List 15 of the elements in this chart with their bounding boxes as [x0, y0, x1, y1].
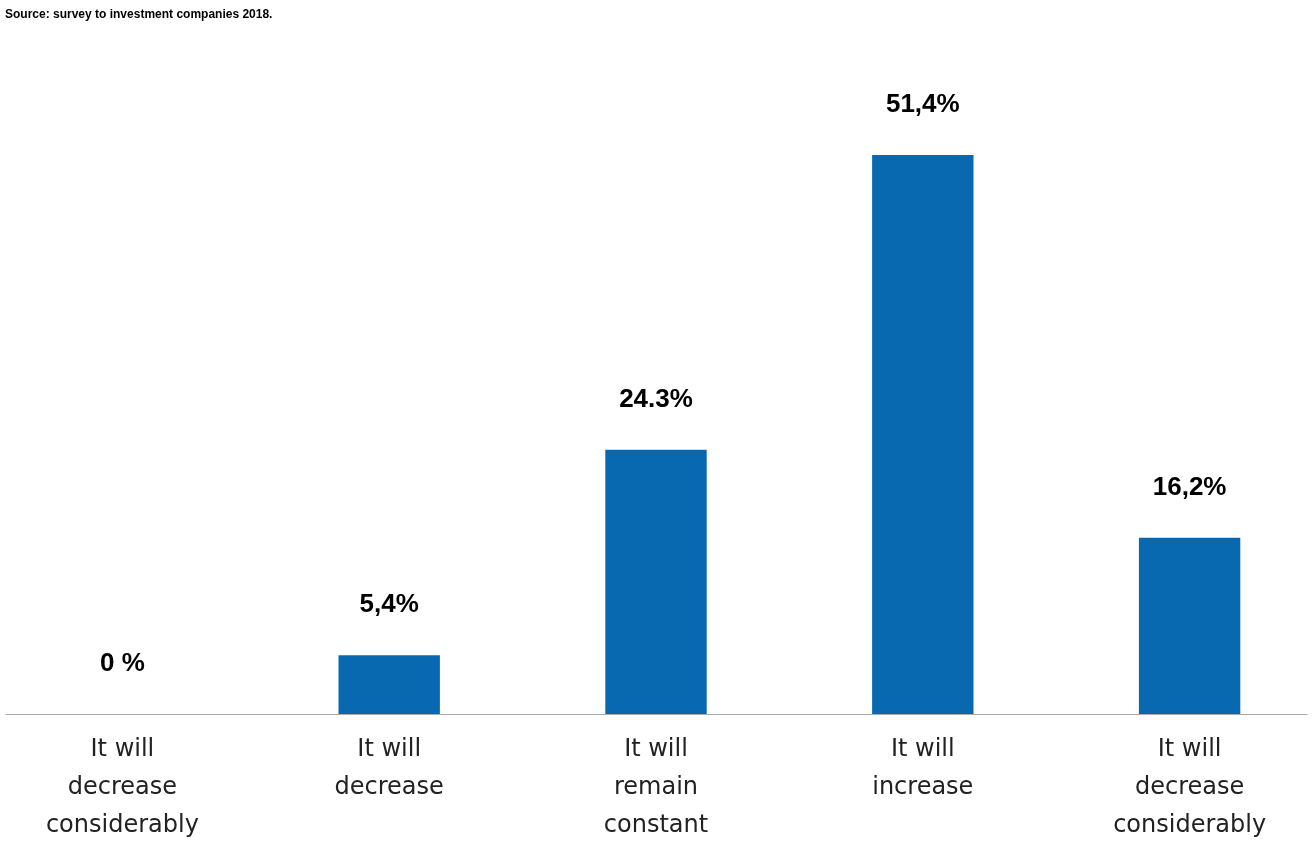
x-tick-label: It will decrease considerably	[1113, 733, 1267, 838]
data-label: 51,4%	[885, 88, 960, 118]
source-note: Source: survey to investment companies 2018.	[5, 7, 273, 21]
x-tick-label: It will decrease considerably	[45, 733, 199, 838]
bar	[1138, 537, 1241, 714]
data-label: 16,2%	[1152, 470, 1227, 501]
bar	[605, 449, 707, 714]
x-tick-label: It will remain constant	[603, 733, 709, 838]
bar	[872, 155, 974, 714]
bar	[338, 655, 440, 714]
data-label: 24.3%	[619, 382, 693, 413]
x-tick-label: It will increase	[872, 733, 974, 800]
data-label: 5,4%	[359, 588, 419, 619]
x-tick-label: It will decrease	[334, 733, 444, 800]
data-label: 0 %	[99, 647, 145, 677]
